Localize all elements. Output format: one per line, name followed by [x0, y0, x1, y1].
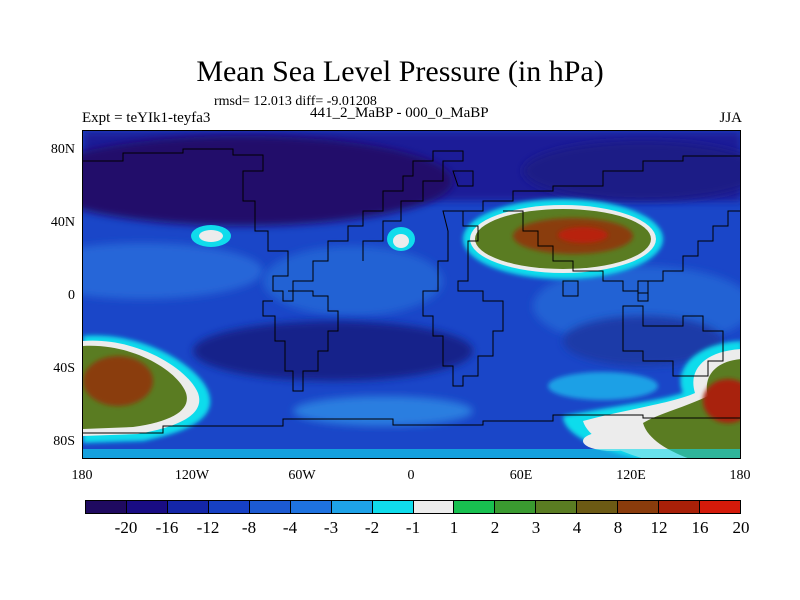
colorbar-segment — [536, 501, 578, 513]
colorbar-label: -20 — [114, 518, 138, 537]
colorbar-label: -8 — [241, 518, 257, 537]
lon-tick-120e: 120E — [616, 468, 646, 483]
colorbar-segment — [208, 501, 250, 513]
field-polar-edge — [83, 449, 740, 458]
map-title: Mean Sea Level Pressure (in hPa) — [196, 55, 604, 88]
colorbar-label: 16 — [691, 518, 709, 537]
field-small-high-1-core — [199, 230, 223, 242]
subtitle-label: 441_2_MaBP - 000_0_MaBP — [310, 105, 489, 121]
field-tropics-west — [83, 243, 263, 299]
colorbar-label: -2 — [364, 518, 380, 537]
lat-tick-40s: 40S — [53, 361, 75, 376]
colorbar-segment — [167, 501, 209, 513]
colorbar-segment — [454, 501, 496, 513]
colorbar — [85, 500, 741, 514]
colorbar-label: 12 — [650, 518, 668, 537]
colorbar-segment — [700, 501, 740, 513]
lon-tick-0: 0 — [407, 468, 415, 483]
colorbar-segment — [86, 501, 127, 513]
colorbar-segment — [495, 501, 537, 513]
field-small-high-2-core — [393, 234, 409, 248]
coastlines — [83, 148, 740, 434]
colorbar-label: 20 — [732, 518, 750, 537]
lon-tick-180w: 180 — [71, 468, 93, 483]
field-north-low — [83, 136, 453, 226]
colorbar-label: 4 — [572, 518, 582, 537]
colorbar-label: -12 — [196, 518, 220, 537]
field-antarctic-white — [583, 431, 643, 451]
colorbar-segment — [249, 501, 291, 513]
colorbar-label: 8 — [613, 518, 623, 537]
field-south-band — [293, 396, 473, 426]
field-sw-core — [83, 356, 153, 406]
colorbar-segment — [577, 501, 619, 513]
field-asia-center — [558, 227, 608, 243]
colorbar-segment — [126, 501, 168, 513]
colorbar-segment — [659, 501, 701, 513]
lat-tick-80s: 80S — [53, 434, 75, 449]
colorbar-segment — [331, 501, 373, 513]
stats-label: rmsd= 12.013 diff= -9.01208 — [214, 94, 377, 109]
field-tropics-mid — [263, 246, 443, 316]
lon-tick-60e: 60E — [509, 468, 533, 483]
colorbar-label: -3 — [323, 518, 339, 537]
field-south-band-east — [548, 372, 658, 400]
colorbar-segment — [413, 501, 455, 513]
lon-tick-60w: 60W — [288, 468, 316, 483]
colorbar-label: -1 — [405, 518, 421, 537]
season-label: JJA — [719, 110, 742, 126]
lat-tick-80n: 80N — [50, 142, 75, 157]
field-south-low — [193, 321, 473, 381]
colorbar-label: -4 — [282, 518, 298, 537]
colorbar-segment — [372, 501, 414, 513]
colorbar-segment — [618, 501, 660, 513]
lon-tick-180e: 180 — [729, 468, 751, 483]
field-se-core — [703, 379, 740, 423]
lat-tick-40n: 40N — [50, 215, 75, 230]
map-panel — [82, 130, 741, 459]
colorbar-label: 3 — [531, 518, 541, 537]
field-south-low-east — [563, 316, 723, 366]
pressure-field-map — [83, 131, 740, 458]
experiment-label: Expt = teYIk1-teyfa3 — [82, 110, 211, 126]
lon-tick-120w: 120W — [174, 468, 210, 483]
colorbar-label: 1 — [449, 518, 459, 537]
colorbar-segment — [290, 501, 332, 513]
lat-tick-eq: 0 — [68, 288, 75, 303]
colorbar-label: 2 — [490, 518, 500, 537]
colorbar-label: -16 — [155, 518, 179, 537]
